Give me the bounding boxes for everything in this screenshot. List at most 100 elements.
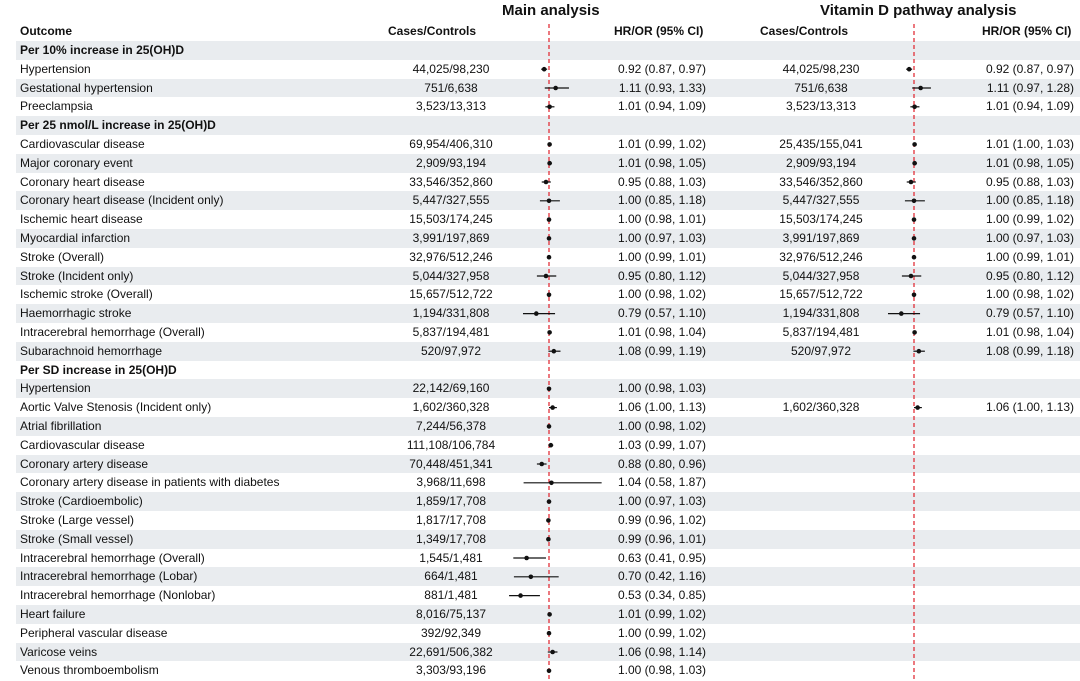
- main-hr-ci-label: 0.63 (0.41, 0.95): [617, 550, 706, 565]
- main-point-estimate: [546, 254, 552, 260]
- main-hr-ci-label: 0.92 (0.87, 0.97): [617, 61, 706, 76]
- table-row: Ischemic heart disease 15,503/174,245 1.00…: [16, 210, 1080, 229]
- vitd-cases-controls: 5,447/327,555: [782, 193, 860, 208]
- vitd-point-estimate: [912, 330, 917, 335]
- vitd-hr-ci-label: 0.95 (0.88, 1.03): [985, 174, 1074, 189]
- main-cases-controls: 15,657/512,722: [409, 287, 493, 302]
- main-hr-ci-label: 0.88 (0.80, 0.96): [617, 456, 706, 471]
- main-hr-ci-label: 1.08 (0.99, 1.19): [617, 343, 706, 358]
- main-cases-controls: 111,108/106,784: [406, 437, 496, 452]
- vitd-point-estimate: [912, 142, 917, 147]
- vitd-hr-ci-label: 1.08 (0.99, 1.18): [985, 343, 1074, 358]
- main-cases-controls: 1,349/17,708: [415, 531, 487, 546]
- main-cases-controls: 392/92,349: [420, 625, 482, 640]
- table-row: Stroke (Overall) 32,976/512,246 1.00 (0.99…: [16, 248, 1080, 267]
- vitd-cases-controls: 32,976/512,246: [779, 249, 863, 264]
- main-cases-controls: 1,194/331,808: [412, 306, 490, 321]
- outcome-label: Intracerebral hemorrhage (Overall): [20, 550, 205, 565]
- main-point-estimate: [550, 649, 555, 655]
- vitd-hr-ci-label: 1.00 (0.99, 1.02): [985, 212, 1074, 227]
- outcome-label: Coronary artery disease in patients with…: [20, 475, 280, 490]
- main-hr-ci-label: 1.11 (0.93, 1.33): [618, 80, 706, 95]
- main-cases-controls: 33,546/352,860: [409, 174, 493, 189]
- vitd-cases-controls: 3,523/13,313: [785, 99, 857, 114]
- vitd-hr-ci-label: 1.01 (0.98, 1.04): [985, 325, 1074, 339]
- main-hr-ci-label: 0.53 (0.34, 0.85): [617, 588, 706, 603]
- main-cases-controls: 22,142/69,160: [412, 381, 490, 396]
- table-row: Coronary artery disease 70,448/451,341 0.8…: [16, 454, 1080, 474]
- outcome-label: Atrial fibrillation: [20, 419, 102, 433]
- table-row: Preeclampsia 3,523/13,313 1.01 (0.94, 1.09…: [16, 97, 1080, 116]
- main-cases-controls: 15,503/174,245: [409, 212, 493, 227]
- main-cases-controls: 8,016/75,137: [415, 607, 487, 621]
- outcome-label: Cardiovascular disease: [20, 137, 145, 151]
- vitd-cases-controls: 520/97,972: [790, 343, 852, 358]
- main-point-estimate: [524, 555, 529, 561]
- main-cases-header: Cases/Controls: [388, 24, 477, 38]
- main-hr-ci-label: 1.00 (0.98, 1.03): [617, 663, 706, 678]
- outcome-label: Cardiovascular disease: [20, 437, 145, 452]
- outcome-label: Ischemic heart disease: [20, 212, 143, 227]
- main-point-estimate: [541, 66, 547, 72]
- vitd-point-estimate: [911, 236, 917, 241]
- main-cases-controls: 751/6,638: [424, 80, 478, 95]
- main-hr-ci-label: 1.00 (0.98, 1.02): [617, 287, 706, 302]
- main-hr-ci-label: 1.00 (0.99, 1.01): [617, 249, 706, 264]
- vitd-point-estimate: [898, 311, 904, 316]
- main-hr-ci-label: 0.79 (0.57, 1.10): [617, 306, 706, 321]
- main-hr-ci-label: 1.01 (0.98, 1.04): [617, 325, 706, 339]
- vitd-hr-header: HR/OR (95% CI): [982, 24, 1072, 38]
- main-hr-ci-label: 1.03 (0.99, 1.07): [617, 437, 706, 452]
- vitd-cases-controls: 15,657/512,722: [779, 287, 863, 302]
- vitd-cases-controls: 1,194/331,808: [782, 306, 860, 321]
- main-point-estimate: [546, 198, 552, 204]
- main-cases-controls: 2,909/93,194: [415, 155, 487, 170]
- main-cases-controls: 22,691/506,382: [409, 644, 493, 659]
- section-label: Per SD increase in 25(OH)D: [20, 362, 177, 377]
- main-analysis-title: Main analysis: [502, 2, 600, 19]
- main-hr-ci-label: 1.00 (0.85, 1.18): [617, 193, 706, 208]
- main-hr-ci-label: 1.01 (0.94, 1.09): [617, 99, 706, 114]
- vitd-point-estimate: [912, 160, 917, 166]
- main-point-estimate: [550, 405, 555, 410]
- table-row: Coronary heart disease 33,546/352,860 0.95…: [16, 173, 1080, 192]
- vitd-point-estimate: [911, 217, 917, 222]
- main-hr-ci-label: 0.99 (0.96, 1.01): [617, 531, 706, 546]
- main-point-estimate: [543, 179, 549, 185]
- vitd-cases-controls: 5,044/327,958: [782, 268, 860, 283]
- main-point-estimate: [533, 311, 539, 316]
- vitd-cases-controls: 2,909/93,194: [785, 155, 857, 170]
- main-cases-controls: 664/1,481: [424, 569, 478, 584]
- outcome-label: Coronary artery disease: [20, 456, 149, 471]
- table-row: Hypertension 44,025/98,230 0.92 (0.87, 0.9…: [16, 60, 1080, 79]
- main-point-estimate: [547, 142, 552, 147]
- table-row: Peripheral vascular disease 392/92,349 1.0…: [16, 624, 1080, 643]
- vitd-point-estimate: [911, 254, 917, 260]
- main-point-estimate: [546, 424, 552, 429]
- main-hr-ci-label: 1.00 (0.97, 1.03): [617, 494, 706, 509]
- vitd-analysis-title: Vitamin D pathway analysis: [820, 2, 1017, 19]
- main-point-estimate: [551, 348, 557, 354]
- main-cases-controls: 3,523/13,313: [415, 99, 487, 114]
- outcome-label: Coronary heart disease (Incident only): [20, 193, 224, 208]
- vitd-point-estimate: [908, 273, 914, 279]
- main-cases-controls: 1,817/17,708: [415, 513, 487, 527]
- table-row: Venous thromboembolism 3,303/93,196 1.00 (…: [16, 661, 1080, 680]
- vitd-hr-ci-label: 1.01 (1.00, 1.03): [985, 137, 1074, 151]
- vitd-point-estimate: [918, 85, 923, 91]
- outcome-label: Aortic Valve Stenosis (Incident only): [20, 400, 212, 415]
- outcome-label: Subarachnoid hemorrhage: [20, 343, 163, 358]
- main-cases-controls: 1,602/360,328: [412, 400, 490, 415]
- main-point-estimate: [528, 574, 534, 580]
- vitd-hr-ci-label: 1.00 (0.98, 1.02): [985, 287, 1074, 302]
- vitd-hr-ci-label: 0.95 (0.80, 1.12): [985, 268, 1074, 283]
- outcome-label: Stroke (Large vessel): [20, 513, 135, 527]
- vitd-hr-ci-label: 1.00 (0.99, 1.01): [985, 249, 1074, 264]
- outcome-label: Myocardial infarction: [20, 231, 131, 245]
- main-hr-ci-label: 1.01 (0.98, 1.05): [617, 155, 706, 170]
- main-point-estimate: [546, 668, 552, 674]
- main-point-estimate: [539, 461, 545, 467]
- main-point-estimate: [546, 217, 552, 222]
- main-hr-header: HR/OR (95% CI): [614, 24, 704, 38]
